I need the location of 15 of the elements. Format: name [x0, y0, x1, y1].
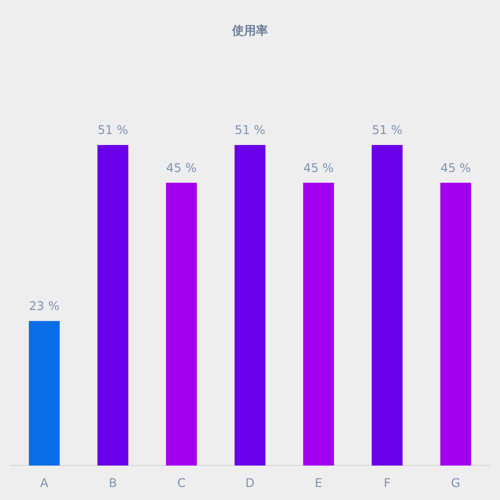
data-label: 51 %: [234, 123, 266, 138]
data-label: 51 %: [98, 123, 128, 138]
data-label: 51 %: [372, 123, 402, 138]
x-tick-label: C: [177, 476, 186, 490]
chart-title: 使用率: [231, 23, 268, 38]
x-tick-label: E: [314, 476, 322, 490]
data-label: 45 %: [440, 160, 471, 175]
x-tick-label: F: [384, 476, 391, 490]
data-label: 23 %: [29, 299, 60, 314]
x-tick-label: A: [40, 476, 50, 490]
data-label: 45 %: [166, 160, 197, 175]
x-tick-label: B: [108, 476, 117, 490]
data-label: 45 %: [303, 160, 334, 175]
x-tick-label: D: [245, 476, 255, 490]
x-tick-label: G: [451, 476, 460, 490]
